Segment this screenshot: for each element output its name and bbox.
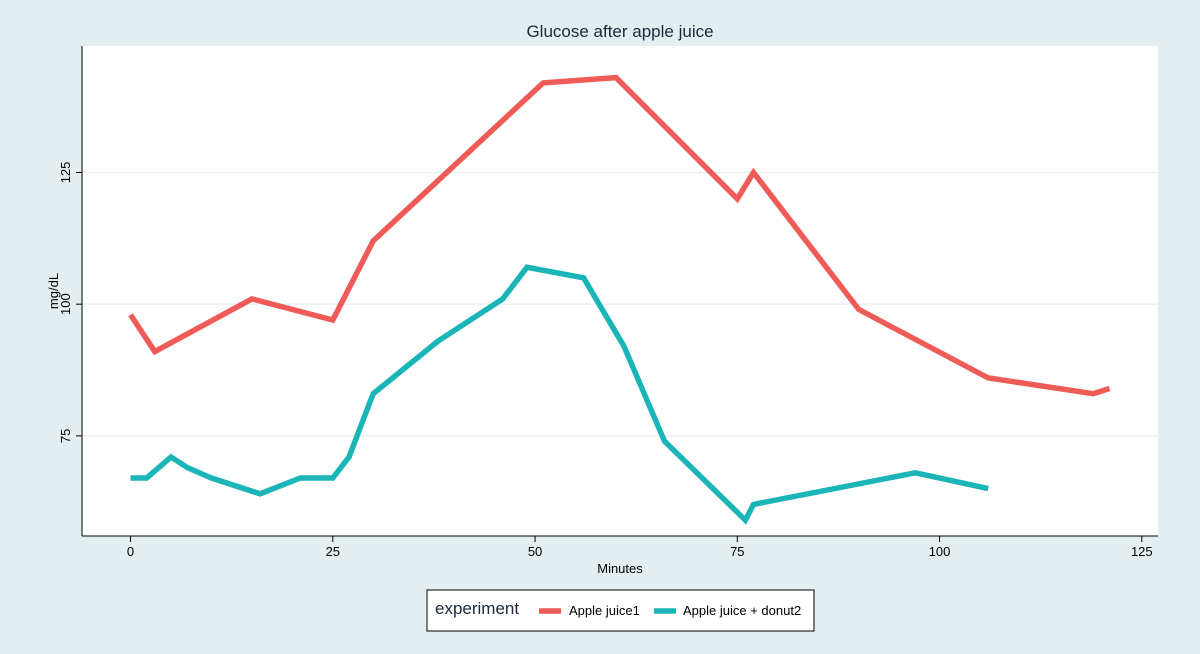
y-axis-ticks: 75 100 125 — [58, 162, 82, 443]
chart-title: Glucose after apple juice — [526, 22, 713, 41]
legend-items: Apple juice1 Apple juice + donut2 — [539, 603, 801, 618]
series-lines — [128, 74, 1111, 525]
series-line-2 — [130, 264, 989, 525]
x-axis-ticks: 0 25 50 75 100 125 — [127, 536, 1153, 559]
y-tick-label: 75 — [58, 429, 73, 443]
series-line-1 — [128, 74, 1111, 397]
x-tick-label: 25 — [326, 544, 340, 559]
x-axis-label: Minutes — [597, 561, 643, 576]
legend-title: experiment — [435, 599, 519, 618]
x-tick-label: 50 — [528, 544, 542, 559]
plot-area — [82, 46, 1158, 536]
legend-box — [426, 589, 815, 632]
legend-label-2: Apple juice + donut2 — [683, 603, 801, 618]
y-axis-label: mg/dL — [46, 273, 61, 309]
x-tick-label: 0 — [127, 544, 134, 559]
legend: experiment Apple juice1 Apple juice + don… — [426, 589, 815, 632]
x-tick-label: 125 — [1131, 544, 1153, 559]
y-tick-label: 100 — [58, 293, 73, 315]
x-tick-label: 100 — [929, 544, 951, 559]
x-tick-label: 75 — [730, 544, 744, 559]
y-tick-label: 125 — [58, 162, 73, 184]
legend-label-1: Apple juice1 — [569, 603, 640, 618]
